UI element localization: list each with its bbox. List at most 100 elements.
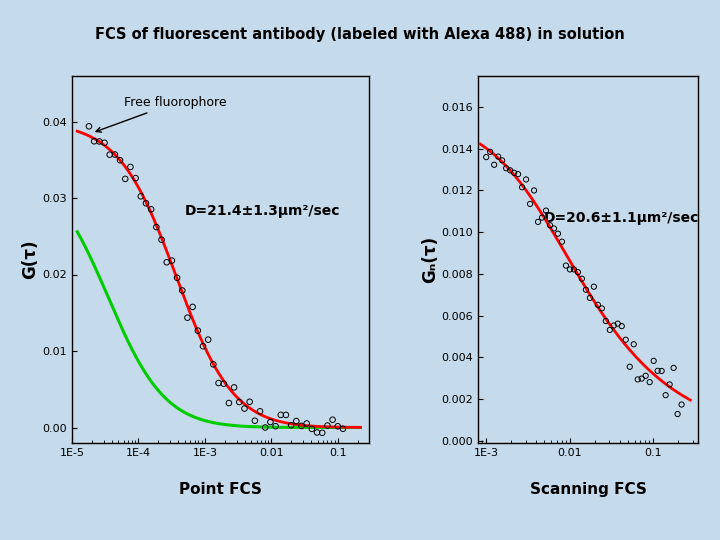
Point (576, 274, 588, 283)
Point (176, 286, 188, 295)
Point (552, 230, 564, 238)
Point (213, 379, 225, 387)
Point (202, 335, 214, 344)
Point (521, 175, 532, 184)
Point (94, 137, 105, 146)
Point (249, 416, 261, 425)
Point (285, 421, 297, 429)
Point (504, 166, 516, 174)
Point (648, 356, 660, 365)
Point (311, 428, 323, 437)
Point (104, 150, 115, 159)
Point (524, 200, 536, 208)
Point (99, 138, 110, 147)
Y-axis label: G(τ): G(τ) (22, 239, 40, 279)
Text: D=20.6±1.1μm²/sec: D=20.6±1.1μm²/sec (544, 212, 700, 226)
Point (600, 317, 611, 326)
Point (568, 265, 580, 274)
Point (192, 326, 204, 335)
Point (84, 122, 95, 131)
Point (608, 321, 619, 330)
Point (564, 265, 576, 274)
Point (306, 424, 318, 433)
Point (536, 213, 548, 222)
Point (327, 415, 338, 424)
Point (125, 163, 136, 171)
Point (337, 424, 348, 433)
Point (114, 156, 126, 165)
Point (244, 397, 256, 406)
Point (317, 429, 328, 437)
Point (166, 256, 178, 265)
Text: Point FCS: Point FCS (179, 482, 262, 497)
Point (197, 342, 209, 350)
Point (145, 205, 157, 214)
Point (672, 410, 683, 418)
Point (584, 294, 595, 302)
Text: FCS of fluorescent antibody (labeled with Alexa 488) in solution: FCS of fluorescent antibody (labeled wit… (95, 27, 625, 42)
Point (280, 410, 292, 419)
Point (270, 422, 282, 430)
Point (171, 273, 183, 282)
Point (632, 375, 644, 384)
Point (265, 418, 276, 427)
Point (291, 417, 302, 426)
Point (513, 170, 524, 178)
Point (187, 302, 199, 311)
Point (488, 160, 500, 169)
Point (228, 383, 240, 391)
Point (604, 326, 616, 334)
Text: Scanning FCS: Scanning FCS (530, 482, 647, 497)
Point (532, 218, 544, 226)
Point (640, 372, 652, 380)
Point (322, 421, 333, 430)
Point (528, 186, 540, 195)
Point (508, 168, 520, 177)
Text: D=21.4±1.3μm²/sec: D=21.4±1.3μm²/sec (185, 204, 341, 218)
Point (616, 322, 628, 330)
Point (150, 223, 162, 232)
Point (624, 362, 636, 371)
Text: Free fluorophore: Free fluorophore (96, 96, 226, 132)
Point (580, 285, 592, 294)
Point (135, 192, 147, 201)
Point (612, 319, 624, 328)
Point (332, 422, 343, 430)
Point (140, 199, 152, 207)
Point (161, 258, 173, 267)
Point (496, 156, 508, 165)
Point (620, 335, 631, 344)
Point (656, 367, 667, 375)
Point (259, 423, 271, 432)
Point (544, 221, 556, 230)
Point (556, 238, 567, 246)
Point (254, 407, 266, 416)
Point (596, 304, 608, 313)
Point (560, 261, 572, 270)
Point (668, 363, 680, 372)
Y-axis label: Gₙ(τ): Gₙ(τ) (420, 235, 438, 283)
Point (239, 404, 251, 413)
Point (130, 174, 141, 183)
Point (492, 152, 504, 161)
Point (652, 367, 663, 375)
Point (548, 224, 559, 233)
Point (109, 150, 121, 159)
Point (218, 380, 230, 388)
Point (233, 398, 245, 407)
Point (485, 147, 496, 156)
Point (301, 419, 312, 428)
Point (644, 378, 655, 387)
Point (572, 268, 584, 276)
Point (223, 399, 235, 407)
Point (275, 410, 287, 419)
Point (516, 183, 528, 192)
Point (500, 164, 512, 173)
Point (120, 174, 131, 183)
Point (628, 340, 639, 349)
Point (156, 235, 167, 244)
Point (660, 391, 671, 400)
Point (207, 360, 219, 369)
Point (664, 380, 675, 389)
Point (676, 400, 688, 409)
